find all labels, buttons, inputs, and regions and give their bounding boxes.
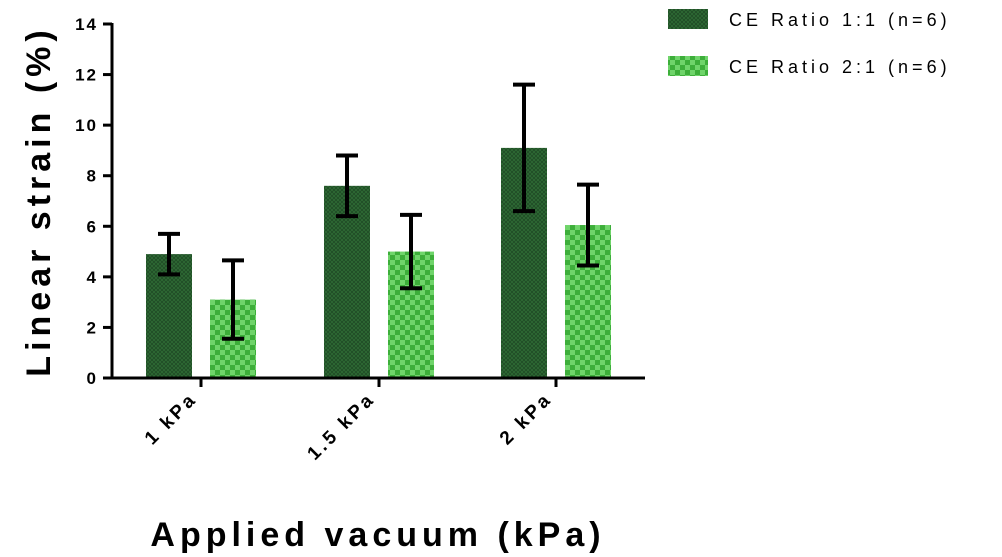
y-tick-label: 0 — [87, 369, 98, 388]
y-tick-label: 6 — [87, 217, 98, 236]
x-tick-label: 1.5 kPa — [304, 389, 380, 465]
x-tick-label: 1 kPa — [141, 389, 202, 450]
legend-label: CE Ratio 1:1 (n=6) — [729, 10, 951, 30]
x-axis-title: Applied vacuum (kPa) — [150, 516, 605, 554]
legend-label: CE Ratio 2:1 (n=6) — [729, 57, 951, 77]
bars-layer — [146, 147, 611, 378]
legend-swatch — [668, 56, 708, 76]
x-tick-label: 2 kPa — [496, 389, 557, 450]
y-tick-label: 4 — [87, 268, 98, 287]
error-bars-layer — [158, 82, 599, 341]
y-tick-label: 10 — [75, 116, 98, 135]
legend: CE Ratio 1:1 (n=6) CE Ratio 2:1 (n=6) — [668, 9, 951, 77]
axes-layer — [103, 22, 645, 387]
y-tick-label: 12 — [75, 66, 98, 85]
y-tick-label: 8 — [87, 167, 98, 186]
y-tick-label: 14 — [75, 15, 98, 34]
y-tick-label: 2 — [87, 318, 98, 337]
y-axis-title: Linear strain (%) — [20, 25, 58, 376]
legend-swatch — [668, 9, 708, 29]
